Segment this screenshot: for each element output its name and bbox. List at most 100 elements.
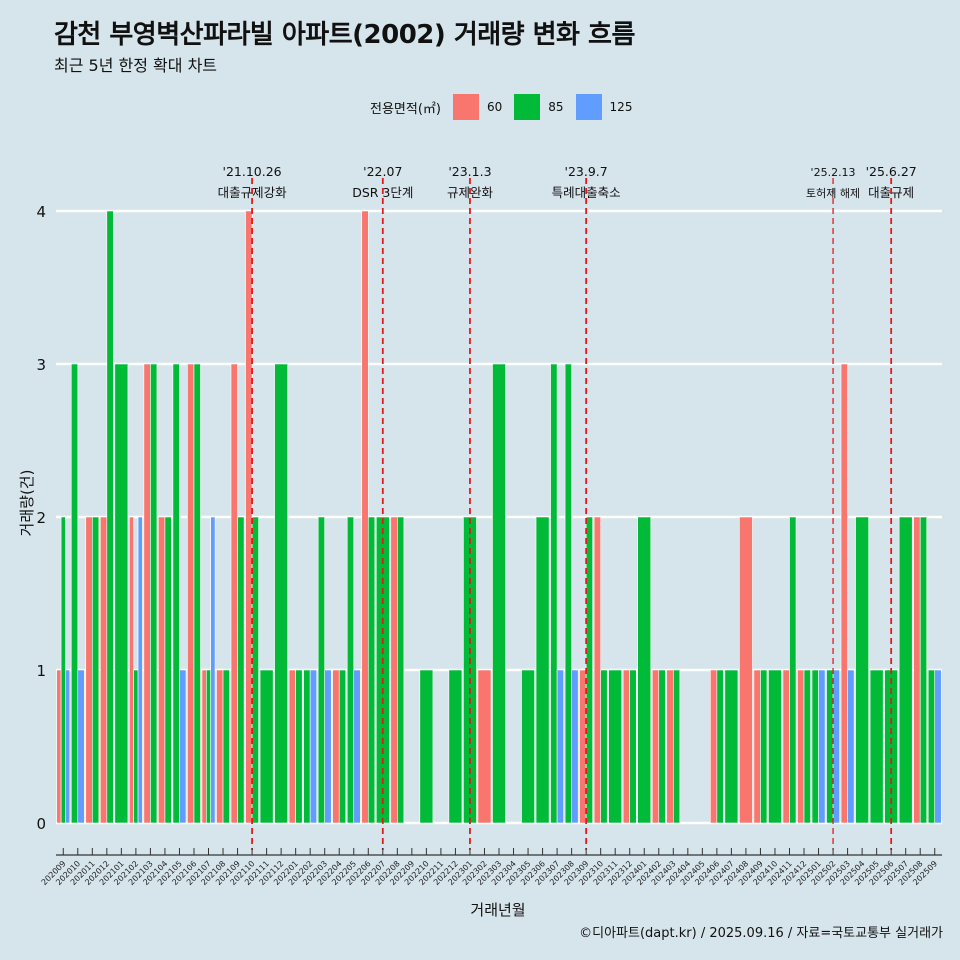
bar-202406-85: [716, 669, 724, 824]
event-date-label: '23.9.7: [565, 164, 608, 179]
bar-202105-125: [179, 669, 187, 824]
event-markers: '21.10.26 대출규제강화 '22.07 DSR 3단계 '23.1.3 규제완화 '…: [218, 164, 917, 850]
bar-202502-85: [826, 669, 834, 824]
bar-202403-60: [666, 669, 674, 824]
bar-202309-85: [585, 516, 593, 824]
bar-202107-125: [210, 516, 216, 824]
page-title: 감천 부영벽산파라빌 아파트(2002) 거래량 변화 흐름: [54, 20, 635, 50]
bar-202407-85: [724, 669, 739, 824]
bar-202203-85: [317, 516, 326, 824]
bar-202312-85: [629, 669, 637, 824]
legend-label-85: 85: [548, 100, 564, 114]
bar-202503-60: [840, 363, 848, 824]
bar-202504-85: [855, 516, 869, 824]
bar-202110-85: [251, 516, 259, 824]
bar-202205-125: [353, 669, 361, 824]
bar-202501-125: [818, 669, 826, 824]
bar-202202-85: [303, 669, 311, 824]
bar-202109-60: [230, 363, 238, 824]
event-date-label: '23.1.3: [448, 164, 491, 179]
bar-202308-85: [564, 363, 572, 824]
bar-202509-125: [934, 669, 942, 824]
bar-202306-85: [535, 516, 550, 824]
bar-202201-60: [288, 669, 296, 824]
bar-202012-60: [100, 516, 108, 824]
event-date-label: '22.07: [363, 164, 402, 179]
bar-202501-85: [811, 669, 819, 824]
bar-202503-125: [847, 669, 855, 824]
caption: ©디아파트(dapt.kr) / 2025.09.16 / 자료=국토교통부 실…: [579, 926, 943, 941]
bar-202402-85: [658, 669, 666, 824]
bar-202508-85: [919, 516, 928, 824]
y-tick-label: 0: [36, 815, 46, 833]
bar-202505-85: [869, 669, 884, 824]
legend-key-85: [514, 94, 541, 120]
bar-202205-85: [346, 516, 355, 824]
page-subtitle: 최근 5년 한정 확대 차트: [54, 56, 218, 75]
legend-key-60: [452, 94, 479, 120]
bar-202208-60: [390, 516, 398, 824]
bar-202104-85: [164, 516, 172, 824]
bar-202409-85: [760, 669, 768, 824]
bar-202106-85: [193, 363, 201, 824]
bar-202108-85: [222, 669, 230, 824]
bar-202112-85: [274, 363, 288, 824]
legend-title: 전용면적(㎡): [370, 101, 441, 117]
bar-202308-125: [571, 669, 579, 824]
bar-202302-60: [477, 669, 492, 824]
bar-202210-85: [419, 669, 434, 824]
bar-202106-60: [187, 363, 195, 824]
event-date-label: '25.2.13: [811, 166, 856, 179]
legend-label-125: 125: [609, 100, 633, 114]
bar-202012-85: [106, 210, 114, 824]
bar-202307-125: [556, 669, 564, 824]
bar-202110-60: [245, 210, 253, 824]
bar-202406-60: [710, 669, 718, 824]
bar-202105-85: [172, 363, 180, 824]
bar-202011-60: [85, 516, 93, 824]
bar-202009-125: [65, 669, 71, 824]
y-tick-label: 1: [36, 662, 46, 680]
bar-202109-85: [237, 516, 245, 824]
bar-202201-85: [295, 669, 303, 824]
bar-202312-60: [622, 669, 631, 824]
bar-202202-125: [309, 669, 318, 824]
bar-202310-85: [600, 669, 608, 824]
bar-202502-125: [832, 669, 840, 824]
bar-202102-60: [129, 516, 135, 824]
bar-202206-60: [361, 210, 369, 824]
bar-202010-125: [77, 669, 85, 824]
bar-202305-85: [521, 669, 535, 824]
bar-202009-85: [60, 516, 66, 824]
bar-202011-85: [92, 516, 100, 824]
bar-202107-85: [206, 669, 211, 824]
bar-202401-85: [637, 516, 652, 824]
bar-202208-85: [397, 516, 405, 824]
bar-202509-85: [927, 669, 936, 824]
bar-202204-60: [332, 669, 340, 824]
bar-202103-60: [143, 363, 151, 824]
bar-202309-60: [579, 669, 587, 824]
bar-202410-85: [768, 669, 782, 824]
event-name-label: 특례대출축소: [552, 185, 621, 200]
bar-202307-85: [550, 363, 558, 824]
legend-key-125: [575, 94, 602, 120]
event-name-label: 대출규제강화: [218, 185, 288, 200]
bar-202111-85: [259, 669, 274, 824]
bar-202103-85: [150, 363, 158, 824]
bar-202010-85: [70, 363, 79, 824]
bar-202408-60: [739, 516, 753, 824]
bar-202411-85: [789, 516, 797, 824]
bar-202412-85: [803, 669, 811, 824]
event-name-label: DSR 3단계: [352, 185, 413, 200]
bar-202102-85: [133, 669, 139, 824]
bar-202402-60: [651, 669, 660, 824]
bar-202212-85: [448, 669, 463, 824]
bar-202102-125: [137, 516, 143, 824]
bar-202310-60: [593, 516, 601, 824]
bar-202311-85: [608, 669, 623, 824]
event-date-label: '25.6.27: [866, 164, 917, 179]
bar-202101-85: [114, 363, 129, 824]
y-tick-label: 3: [36, 356, 46, 374]
